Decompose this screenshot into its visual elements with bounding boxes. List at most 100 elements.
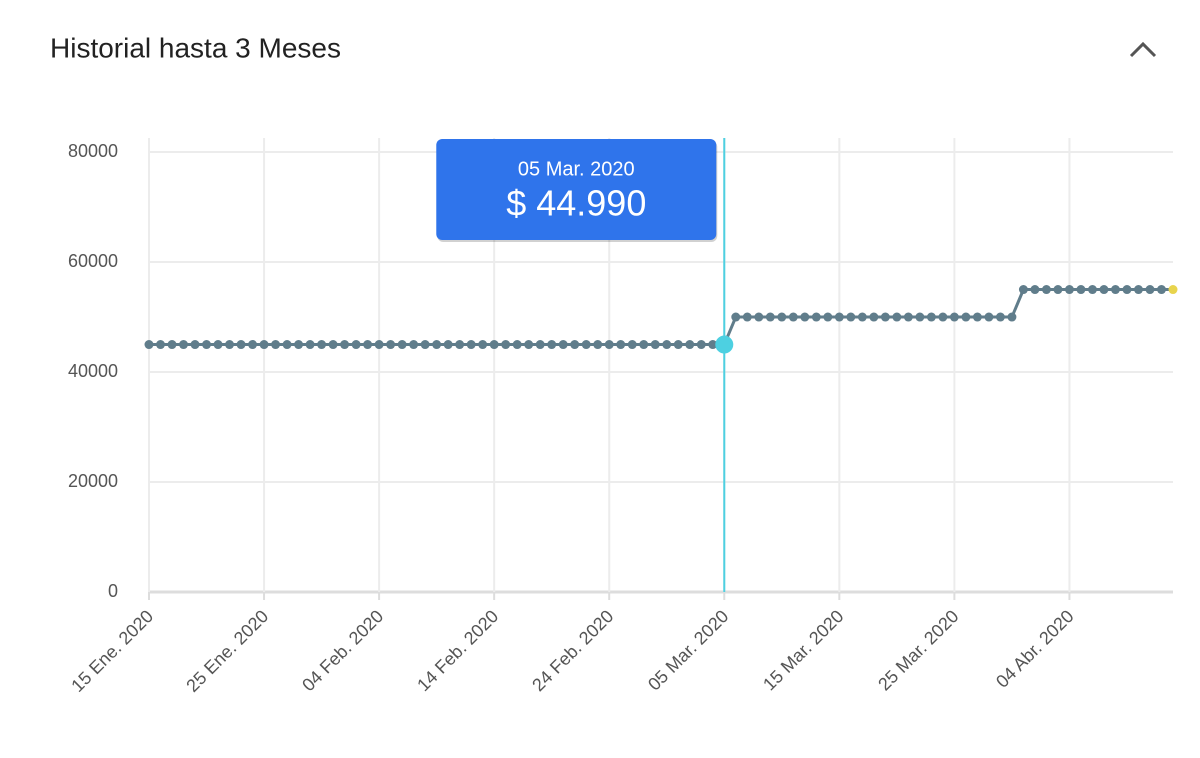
data-point xyxy=(708,340,718,350)
x-tick-label: 15 Mar. 2020 xyxy=(759,606,847,694)
data-point xyxy=(892,312,902,322)
data-point xyxy=(455,340,465,350)
data-point xyxy=(317,340,327,350)
data-point xyxy=(880,312,890,322)
data-point xyxy=(800,312,810,322)
data-point xyxy=(570,340,580,350)
data-point xyxy=(846,312,856,322)
data-point xyxy=(1041,285,1051,295)
data-point xyxy=(1087,285,1097,295)
data-point xyxy=(271,340,281,350)
data-point xyxy=(420,340,430,350)
title: Historial hasta 3 Meses xyxy=(50,32,341,63)
data-point xyxy=(225,340,235,350)
data-point xyxy=(1168,285,1178,295)
data-point xyxy=(489,340,499,350)
x-tick-label: 05 Mar. 2020 xyxy=(644,606,732,694)
data-point xyxy=(823,312,833,322)
data-point xyxy=(397,340,407,350)
data-point xyxy=(650,340,660,350)
data-point xyxy=(501,340,511,350)
data-point xyxy=(351,340,361,350)
data-point xyxy=(961,312,971,322)
data-point xyxy=(478,340,488,350)
data-point xyxy=(972,312,982,322)
data-point xyxy=(834,312,844,322)
x-tick-label: 04 Feb. 2020 xyxy=(298,606,387,695)
data-point xyxy=(765,312,775,322)
data-point xyxy=(144,340,154,350)
data-point xyxy=(535,340,545,350)
data-point xyxy=(340,340,350,350)
data-point xyxy=(190,340,200,350)
data-point xyxy=(294,340,304,350)
data-point xyxy=(926,312,936,322)
data-point xyxy=(754,312,764,322)
data-point xyxy=(811,312,821,322)
data-point xyxy=(616,340,626,350)
price-line xyxy=(149,288,1173,347)
data-point xyxy=(524,340,534,350)
data-point xyxy=(1099,285,1109,295)
data-point xyxy=(742,312,752,322)
data-point xyxy=(788,312,798,322)
data-point xyxy=(1145,285,1155,295)
data-point xyxy=(202,340,212,350)
data-point xyxy=(236,340,246,350)
data-point xyxy=(248,340,258,350)
data-point xyxy=(363,340,373,350)
data-point xyxy=(1064,285,1074,295)
x-tick-label: 25 Mar. 2020 xyxy=(874,606,962,694)
data-point xyxy=(179,340,189,350)
tooltip-price: $ 44.990 xyxy=(506,183,646,224)
data-point xyxy=(1030,285,1040,295)
data-point xyxy=(1156,285,1166,295)
data-point xyxy=(857,312,867,322)
data-point xyxy=(328,340,338,350)
y-tick-label: 60000 xyxy=(68,251,118,271)
data-point xyxy=(696,340,706,350)
data-point xyxy=(1133,285,1143,295)
data-point xyxy=(167,340,177,350)
data-point xyxy=(604,340,614,350)
data-point xyxy=(1076,285,1086,295)
data-point xyxy=(1110,285,1120,295)
highlight-point xyxy=(715,335,734,354)
data-point xyxy=(627,340,637,350)
data-point xyxy=(639,340,649,350)
data-point xyxy=(432,340,442,350)
data-point xyxy=(915,312,925,322)
data-point xyxy=(869,312,879,322)
data-point xyxy=(1018,285,1028,295)
y-tick-label: 0 xyxy=(108,581,118,601)
data-point xyxy=(995,312,1005,322)
x-tick-label: 15 Ene. 2020 xyxy=(67,606,157,696)
data-point xyxy=(1122,285,1132,295)
data-point xyxy=(305,340,315,350)
data-point xyxy=(593,340,603,350)
data-point xyxy=(259,340,269,350)
collapse-button[interactable] xyxy=(1129,41,1157,58)
x-tick-label: 24 Feb. 2020 xyxy=(528,606,617,695)
data-point xyxy=(547,340,557,350)
data-point xyxy=(466,340,476,350)
data-point xyxy=(938,312,948,322)
data-point xyxy=(374,340,384,350)
data-point xyxy=(409,340,419,350)
data-point xyxy=(673,340,683,350)
data-point xyxy=(731,312,741,322)
data-point xyxy=(903,312,913,322)
data-point xyxy=(581,340,591,350)
data-point xyxy=(685,340,695,350)
x-tick-label: 14 Feb. 2020 xyxy=(413,606,502,695)
y-tick-label: 20000 xyxy=(68,471,118,491)
data-point xyxy=(386,340,396,350)
y-tick-label: 40000 xyxy=(68,361,118,381)
x-tick-label: 25 Ene. 2020 xyxy=(182,606,272,696)
data-point xyxy=(282,340,292,350)
data-point xyxy=(213,340,223,350)
data-point xyxy=(949,312,959,322)
data-point xyxy=(1053,285,1063,295)
